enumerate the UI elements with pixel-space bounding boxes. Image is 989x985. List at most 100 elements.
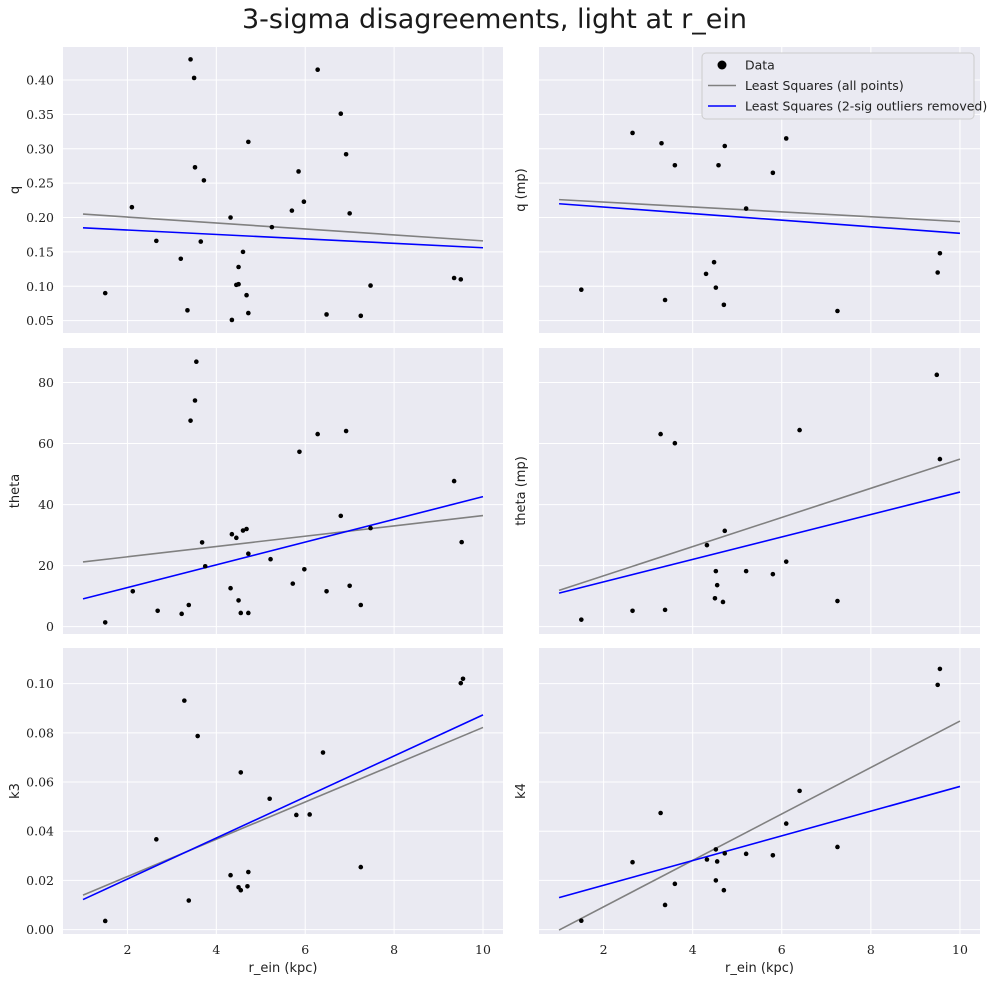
data-point (797, 427, 802, 433)
data-point (238, 887, 244, 893)
plot-area (63, 47, 503, 333)
data-point (835, 308, 840, 314)
data-point (770, 853, 776, 858)
x-tick-label: 6 (301, 942, 309, 957)
data-point (178, 256, 184, 262)
data-point (268, 556, 273, 562)
figure-title: 3-sigma disagreements, light at r_ein (242, 4, 747, 35)
data-point (716, 162, 721, 168)
data-point (659, 140, 664, 146)
data-point (358, 864, 364, 870)
data-point (368, 525, 373, 531)
data-point (630, 130, 635, 136)
y-tick-label: 40 (38, 497, 54, 512)
data-point (229, 317, 235, 323)
fit-line-outliers-removed (558, 202, 961, 235)
data-point (630, 859, 635, 865)
data-point (102, 918, 108, 924)
subplot-k3: 2 4 6 8 10 0.00 0.02 0.04 0.06 0.08 0.10 k3 r_ein (k… (8, 648, 503, 976)
y-axis-label: theta (8, 474, 23, 508)
data-point (714, 859, 720, 864)
data-point (320, 750, 326, 755)
x-tick-label: 2 (123, 942, 131, 957)
data-point (783, 136, 789, 141)
data-point (302, 566, 307, 572)
data-point (290, 581, 296, 586)
data-point (672, 162, 678, 168)
y-tick-label: 60 (38, 436, 54, 451)
y-tick-label: 0.05 (26, 313, 54, 328)
data-point (238, 770, 244, 775)
data-point (201, 178, 207, 183)
data-point (202, 563, 208, 569)
y-tick-label: 0.30 (26, 141, 54, 156)
data-point (658, 810, 663, 816)
y-tick-label: 0.08 (26, 725, 54, 740)
y-tick-label: 0.25 (26, 176, 54, 191)
data-point (236, 281, 241, 287)
data-point (672, 440, 678, 446)
fit-line-all-points (82, 213, 484, 242)
fit-line-outliers-removed (82, 495, 484, 600)
subplot-q-mp: q (mp) Data Least Squares (all points) Leas… (514, 47, 987, 333)
x-tick-label: 10 (475, 942, 491, 957)
legend-label: Data (745, 58, 775, 73)
plot-area (539, 348, 980, 634)
data-point (770, 170, 776, 176)
data-point (296, 169, 301, 174)
data-point (246, 869, 251, 875)
data-point (155, 608, 160, 614)
data-point (228, 215, 233, 220)
data-point (246, 139, 251, 145)
data-point (935, 682, 940, 688)
data-point (743, 568, 749, 574)
y-tick-label: 0.04 (26, 824, 54, 839)
data-point (358, 313, 364, 319)
y-axis-label: q (8, 186, 23, 194)
data-point (289, 208, 295, 213)
y-tick-label: 80 (38, 375, 54, 390)
fit-line-all-points (82, 514, 484, 563)
fit-line-all-points (82, 726, 484, 896)
fit-line-outliers-removed (558, 491, 961, 594)
data-point (712, 595, 718, 601)
data-point (269, 224, 275, 230)
y-tick-label: 0.40 (26, 73, 54, 88)
data-point (835, 844, 840, 850)
data-point (102, 620, 108, 625)
data-point (294, 812, 299, 818)
data-point (301, 199, 307, 204)
x-tick-label: 8 (390, 942, 398, 957)
data-point (713, 847, 719, 852)
x-tick-label: 6 (778, 942, 786, 957)
y-axis-label: q (mp) (514, 168, 529, 211)
data-point (179, 611, 184, 617)
data-point (182, 698, 187, 703)
subplot-theta: 0 20 40 60 80 theta (8, 348, 503, 634)
data-point (713, 568, 719, 574)
legend-label: Least Squares (2-sig outliers removed) (745, 99, 987, 114)
x-axis-label: r_ein (kpc) (249, 961, 318, 976)
data-point (451, 478, 457, 484)
data-point (672, 881, 678, 887)
data-point (460, 676, 466, 682)
data-point (458, 277, 464, 282)
data-point (662, 607, 668, 613)
data-point (191, 75, 197, 81)
data-point (937, 456, 943, 462)
y-tick-label: 0.06 (26, 775, 54, 790)
data-point (722, 851, 728, 856)
data-point (630, 608, 635, 614)
data-point (186, 898, 192, 903)
data-point (347, 211, 352, 216)
data-point (770, 571, 776, 577)
data-point (934, 372, 940, 378)
data-point (711, 259, 717, 265)
data-point (713, 285, 719, 290)
data-point (194, 359, 199, 365)
y-tick-label: 20 (38, 558, 54, 573)
y-tick-label: 0.02 (26, 873, 54, 888)
data-point (236, 598, 241, 603)
data-point (703, 271, 709, 277)
